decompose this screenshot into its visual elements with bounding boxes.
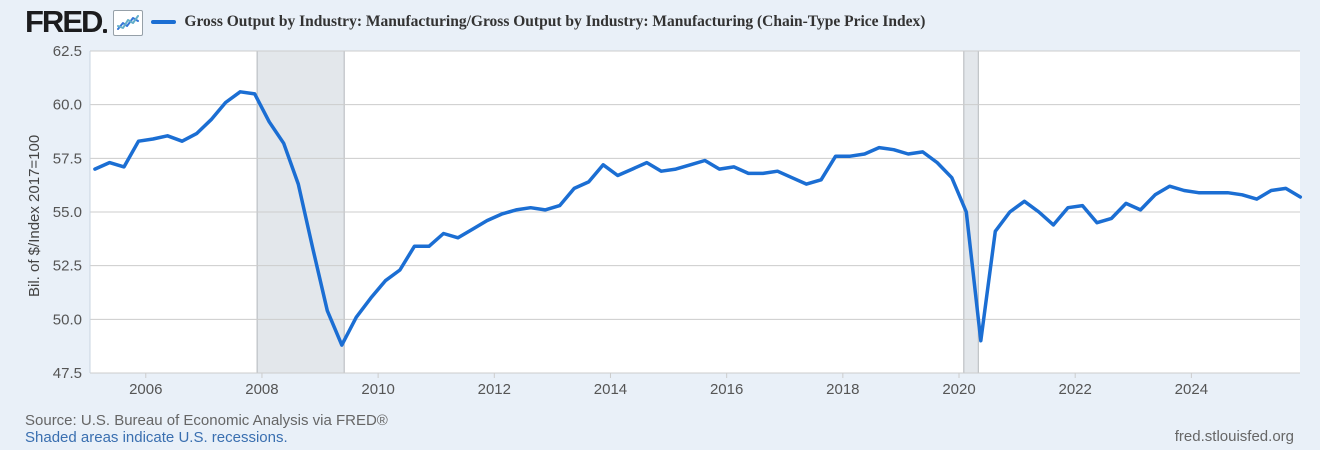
x-tick-label: 2024 — [1175, 381, 1208, 398]
sparkline-icon — [117, 15, 140, 30]
chart-legend: Gross Output by Industry: Manufacturing/… — [151, 13, 925, 31]
y-tick-label: 57.5 — [53, 150, 82, 167]
footer-notes: Source: U.S. Bureau of Economic Analysis… — [25, 412, 388, 446]
x-tick-label: 2018 — [826, 381, 859, 398]
legend-line-swatch — [151, 20, 177, 24]
y-tick-label: 62.5 — [53, 43, 82, 60]
data-line — [93, 90, 1303, 347]
x-tick-label: 2012 — [478, 381, 511, 398]
legend-series-label: Gross Output by Industry: Manufacturing/… — [184, 13, 926, 30]
recession-note-link[interactable]: Shaded areas indicate U.S. recessions. — [25, 429, 288, 446]
fred-logo-registered-dot — [103, 29, 108, 33]
x-tick-label: 2006 — [129, 381, 162, 398]
x-tick-label: 2016 — [710, 381, 743, 398]
y-tick-label: 55.0 — [53, 204, 82, 221]
x-tick-label: 2010 — [361, 381, 394, 398]
x-tick-label: 2020 — [942, 381, 975, 398]
y-tick-label: 52.5 — [53, 258, 82, 275]
fred-logo-chart-icon — [113, 10, 144, 36]
chart-plot[interactable]: 47.5 50.0 52.5 55.0 57.5 60.0 62.5 2006 2008 2010… — [0, 0, 1320, 408]
x-tick-label: 2008 — [245, 381, 278, 398]
fred-site-link[interactable]: fred.stlouisfed.org — [1174, 428, 1294, 445]
x-tick-label: 2022 — [1059, 381, 1092, 398]
y-tick-label: 50.0 — [53, 311, 82, 328]
x-tick-label: 2014 — [594, 381, 627, 398]
header: FRED Gross Output by Industry: Manufactu… — [25, 5, 925, 39]
fred-logo-text: FRED — [25, 4, 103, 39]
fred-logo[interactable]: FRED — [25, 4, 144, 39]
y-tick-label: 60.0 — [53, 97, 82, 114]
y-tick-label: 47.5 — [53, 365, 82, 382]
source-text: Source: U.S. Bureau of Economic Analysis… — [25, 412, 388, 429]
